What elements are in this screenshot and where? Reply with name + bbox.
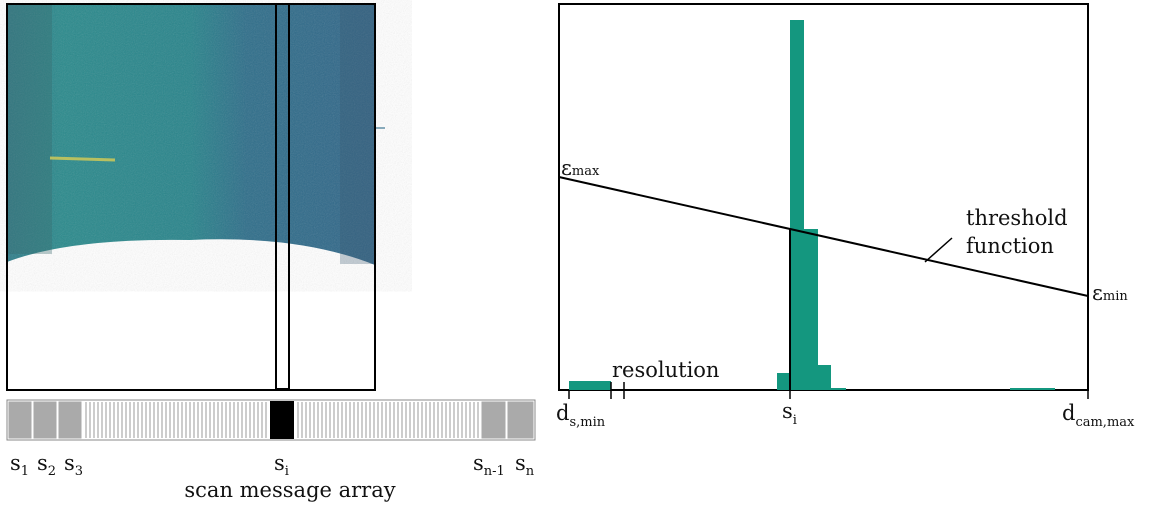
- array-label: sn-1: [473, 451, 505, 479]
- x-label: si: [782, 399, 797, 428]
- threshold-label: function: [966, 234, 1054, 258]
- scan-array: [7, 400, 535, 440]
- array-label: sn: [515, 451, 535, 479]
- depth-image: [7, 4, 385, 390]
- array-label: s3: [64, 451, 83, 479]
- array-label: s1: [10, 451, 29, 479]
- resolution-label: resolution: [612, 358, 719, 382]
- array-labels: s1 s2 s3 si sn-1 sn scan message array: [10, 451, 535, 502]
- x-label: ds,min: [556, 401, 606, 430]
- eps-min: εmin: [1092, 281, 1128, 305]
- array-label: s2: [37, 451, 56, 479]
- threshold-label: threshold: [966, 206, 1068, 230]
- histogram: εmax εmin threshold function resolution …: [556, 4, 1135, 430]
- eps-max: εmax: [561, 156, 600, 180]
- caption: scan message array: [184, 478, 395, 502]
- figure: s1 s2 s3 si sn-1 sn scan message array ε…: [0, 0, 1155, 506]
- x-label: dcam,max: [1062, 401, 1135, 430]
- array-label: si: [274, 451, 289, 479]
